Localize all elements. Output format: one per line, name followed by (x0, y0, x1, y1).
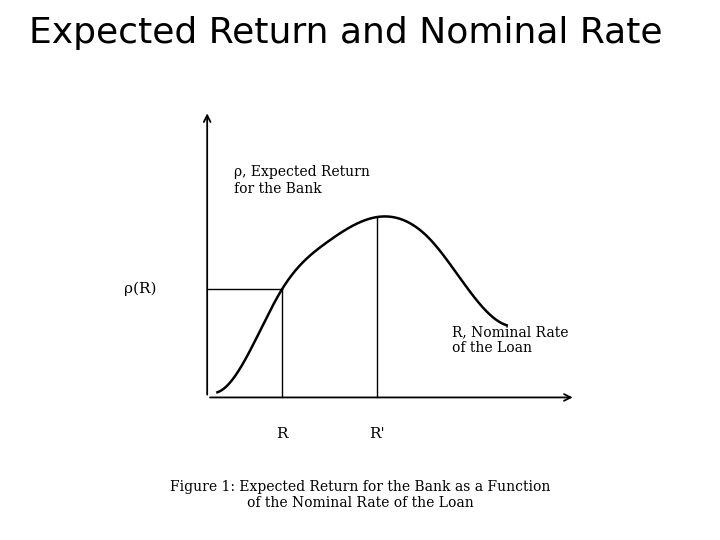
Text: R, Nominal Rate
of the Loan: R, Nominal Rate of the Loan (452, 325, 569, 355)
Text: R': R' (369, 427, 385, 441)
Text: Figure 1: Expected Return for the Bank as a Function
of the Nominal Rate of the : Figure 1: Expected Return for the Bank a… (170, 480, 550, 510)
Text: R: R (276, 427, 288, 441)
Text: Expected Return and Nominal Rate: Expected Return and Nominal Rate (29, 16, 662, 50)
Text: ρ(R): ρ(R) (125, 282, 157, 296)
Text: ρ, Expected Return
for the Bank: ρ, Expected Return for the Bank (235, 165, 370, 195)
